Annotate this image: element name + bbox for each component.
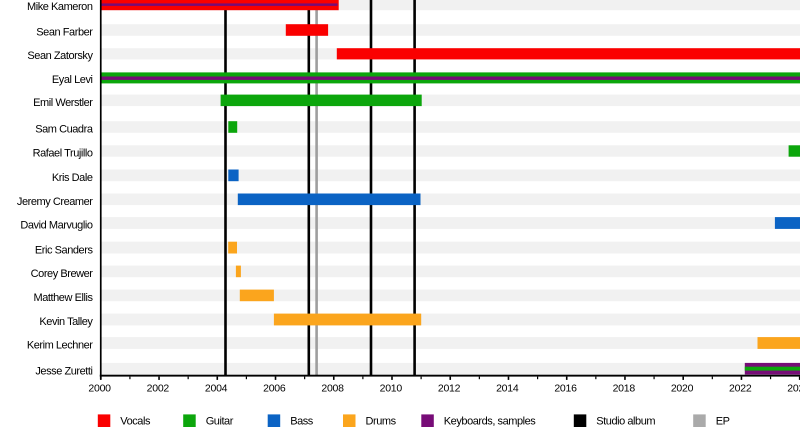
svg-text:Guitar: Guitar bbox=[206, 415, 234, 427]
svg-text:Matthew Ellis: Matthew Ellis bbox=[34, 292, 94, 304]
svg-text:Jeremy Creamer: Jeremy Creamer bbox=[17, 196, 93, 208]
svg-text:Eyal Levi: Eyal Levi bbox=[52, 74, 93, 86]
svg-text:Rafael Trujillo: Rafael Trujillo bbox=[33, 148, 93, 160]
svg-text:Emil Werstler: Emil Werstler bbox=[33, 97, 93, 109]
svg-text:Kerim Lechner: Kerim Lechner bbox=[27, 340, 93, 352]
svg-text:Corey Brewer: Corey Brewer bbox=[31, 268, 94, 280]
svg-text:2018: 2018 bbox=[613, 383, 636, 395]
svg-text:2024: 2024 bbox=[787, 383, 800, 395]
svg-text:2004: 2004 bbox=[205, 383, 228, 395]
svg-text:Vocals: Vocals bbox=[120, 415, 151, 427]
svg-text:Bass: Bass bbox=[290, 415, 314, 427]
svg-text:2010: 2010 bbox=[380, 383, 403, 395]
svg-text:Kevin Talley: Kevin Talley bbox=[39, 316, 93, 328]
svg-text:2008: 2008 bbox=[321, 383, 344, 395]
svg-text:2016: 2016 bbox=[554, 383, 577, 395]
svg-text:Sean Farber: Sean Farber bbox=[36, 27, 93, 39]
svg-text:2000: 2000 bbox=[88, 383, 111, 395]
svg-text:Eric Sanders: Eric Sanders bbox=[35, 244, 94, 256]
svg-text:2006: 2006 bbox=[263, 383, 286, 395]
svg-text:Mike Kameron: Mike Kameron bbox=[27, 1, 93, 13]
svg-text:Studio album: Studio album bbox=[596, 415, 655, 427]
svg-text:David Marvuglio: David Marvuglio bbox=[20, 220, 92, 232]
svg-text:Keyboards, samples: Keyboards, samples bbox=[444, 415, 537, 427]
svg-text:Sean Zatorsky: Sean Zatorsky bbox=[27, 50, 93, 62]
svg-text:2002: 2002 bbox=[147, 383, 170, 395]
svg-text:Sam Cuadra: Sam Cuadra bbox=[35, 124, 94, 136]
svg-text:EP: EP bbox=[716, 415, 730, 427]
svg-text:Drums: Drums bbox=[366, 415, 397, 427]
svg-text:2020: 2020 bbox=[671, 383, 694, 395]
svg-text:Kris Dale: Kris Dale bbox=[52, 172, 93, 184]
svg-text:2014: 2014 bbox=[496, 383, 519, 395]
svg-text:2022: 2022 bbox=[729, 383, 752, 395]
svg-text:Jesse Zuretti: Jesse Zuretti bbox=[35, 365, 92, 377]
svg-text:2012: 2012 bbox=[438, 383, 461, 395]
